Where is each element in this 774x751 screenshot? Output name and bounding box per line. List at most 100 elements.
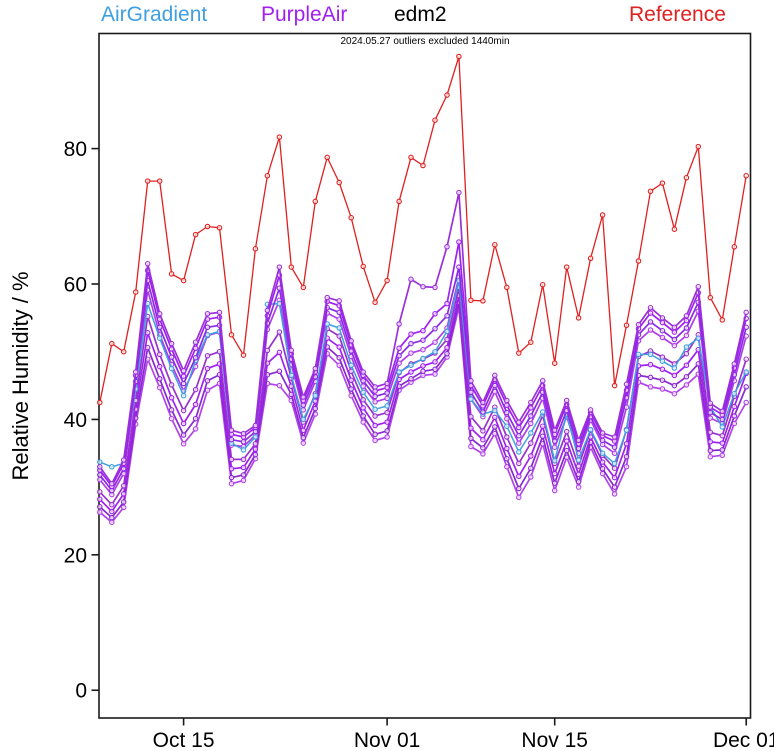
series-pa8-point bbox=[743, 399, 749, 406]
series-pa7-point bbox=[551, 480, 558, 486]
legend-edm2: edm2 bbox=[394, 3, 447, 26]
series-pa1-point bbox=[132, 369, 139, 375]
series-pa5-point bbox=[480, 428, 486, 434]
series-airgradient-point bbox=[97, 459, 103, 465]
y-tick-label: 20 bbox=[64, 544, 87, 567]
series-pa1-point bbox=[623, 381, 630, 387]
series-pa4-point bbox=[516, 440, 522, 446]
series-pa1-point bbox=[683, 313, 690, 319]
series-pa5-point bbox=[252, 441, 259, 447]
series-airgradient-point bbox=[360, 389, 366, 396]
series-reference-point bbox=[683, 174, 690, 181]
series-pa1-point bbox=[396, 321, 402, 327]
series-airgradient-point bbox=[348, 362, 354, 369]
series-reference-point bbox=[504, 284, 510, 291]
series-pa7-point bbox=[516, 485, 522, 492]
series-reference-point bbox=[384, 277, 390, 284]
series-pa5-point bbox=[97, 489, 103, 495]
series-pa1-point bbox=[611, 434, 618, 440]
series-reference-point bbox=[109, 340, 115, 347]
x-tick-label: Nov 15 bbox=[521, 729, 588, 751]
y-tick-label: 0 bbox=[75, 680, 87, 703]
series-pa7-point bbox=[300, 434, 307, 441]
series-pa6-point bbox=[671, 372, 678, 379]
series-pa1-point bbox=[719, 408, 726, 415]
series-pa1-point bbox=[659, 315, 666, 321]
series-pa5-point bbox=[707, 429, 714, 436]
series-pa5-point bbox=[192, 386, 199, 393]
series-pa8-point bbox=[204, 387, 211, 394]
series-airgradient-point bbox=[623, 427, 630, 434]
series-airgradient-point bbox=[492, 407, 498, 414]
series-pa1-point bbox=[492, 372, 498, 379]
series-pa3-point bbox=[551, 438, 558, 444]
series-reference-point bbox=[408, 154, 414, 161]
series-pa5-point bbox=[204, 353, 211, 359]
x-tick-label: Oct 15 bbox=[153, 729, 215, 751]
series-reference-point bbox=[587, 255, 594, 262]
series-pa7-point bbox=[719, 447, 726, 453]
series-pa5-point bbox=[372, 413, 378, 419]
series-pa2-point bbox=[647, 310, 654, 316]
series-pa6-point bbox=[432, 359, 438, 365]
series-pa6-point bbox=[408, 369, 414, 375]
series-airgradient-point bbox=[587, 426, 594, 433]
y-axis-title: Relative Humidity / % bbox=[8, 271, 33, 481]
series-pa6-point bbox=[120, 491, 127, 497]
series-reference-point bbox=[432, 117, 438, 123]
series-pa2-point bbox=[528, 405, 534, 411]
series-pa8-point bbox=[156, 384, 163, 391]
series-pa6-point bbox=[252, 446, 259, 452]
series-pa5-point bbox=[683, 350, 690, 357]
series-pa1-point bbox=[144, 260, 151, 267]
series-pa5-point bbox=[240, 456, 247, 463]
series-pa1-point bbox=[432, 284, 438, 291]
series-pa6-point bbox=[575, 471, 582, 478]
series-pa8-point bbox=[360, 419, 366, 425]
series-pa1-point bbox=[539, 378, 546, 384]
series-pa1-point bbox=[731, 361, 738, 367]
series-pa5-point bbox=[120, 483, 127, 489]
series-pa2-point bbox=[444, 300, 450, 307]
series-pa5-point bbox=[156, 351, 163, 358]
series-pa8-point bbox=[719, 452, 726, 459]
series-reference-point bbox=[120, 348, 127, 355]
series-airgradient-point bbox=[240, 447, 247, 453]
series-pa7-point bbox=[252, 451, 259, 458]
series-pa3-point bbox=[180, 380, 187, 387]
series-pa3-point bbox=[300, 402, 307, 408]
series-pa6-point bbox=[240, 464, 247, 471]
series-pa5-point bbox=[611, 465, 618, 471]
series-pa1-point bbox=[372, 384, 378, 390]
series-pa1-point bbox=[456, 189, 462, 196]
series-airgradient-point bbox=[683, 344, 690, 350]
series-pa6-point bbox=[384, 419, 390, 425]
series-pa3-point bbox=[480, 409, 486, 415]
series-airgradient-point bbox=[539, 409, 546, 415]
series-reference-point bbox=[444, 92, 450, 98]
series-pa3-point bbox=[659, 327, 666, 334]
series-pa3-point bbox=[647, 319, 654, 325]
series-reference-point bbox=[695, 143, 702, 150]
series-airgradient-point bbox=[731, 390, 738, 397]
series-pa8-point bbox=[372, 437, 378, 444]
y-tick-label: 80 bbox=[64, 138, 87, 161]
series-airgradient-point bbox=[599, 450, 606, 457]
series-pa8-point bbox=[180, 441, 187, 447]
series-pa2-point bbox=[396, 345, 402, 352]
series-pa6-point bbox=[228, 466, 235, 472]
series-pa8-point bbox=[109, 519, 115, 526]
series-pa8-point bbox=[707, 453, 714, 460]
series-pa2-point bbox=[180, 373, 187, 379]
series-pa1-point bbox=[468, 378, 474, 384]
series-reference-point bbox=[228, 332, 235, 338]
series-pa1-point bbox=[408, 276, 414, 283]
series-reference-point bbox=[731, 244, 738, 250]
series-reference-point bbox=[575, 315, 582, 321]
series-pa1-point bbox=[504, 397, 510, 404]
series-pa6-point bbox=[551, 470, 558, 477]
series-pa5-point bbox=[528, 440, 534, 446]
series-pa6-point bbox=[719, 440, 726, 446]
series-reference-point bbox=[551, 360, 558, 366]
series-airgradient-point bbox=[551, 457, 558, 464]
